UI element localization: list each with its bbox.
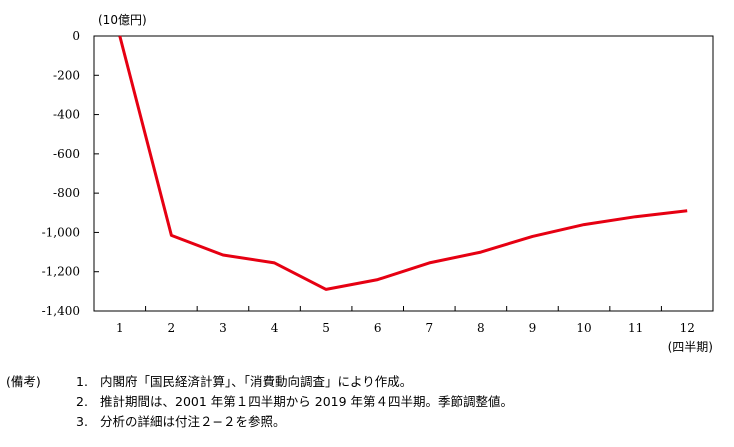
x-tick-label: 1 bbox=[116, 321, 124, 335]
notes-heading: (備考) bbox=[6, 374, 41, 389]
x-axis: 1 2 3 4 5 6 7 8 9 10 11 12 bbox=[116, 306, 695, 335]
x-tick-label: 10 bbox=[576, 321, 591, 335]
note-row: 3. 分析の詳細は付注２−２を参照。 bbox=[6, 412, 513, 432]
x-tick-label: 9 bbox=[529, 321, 537, 335]
note-text: 分析の詳細は付注２−２を参照。 bbox=[100, 414, 286, 429]
x-axis-unit-label: (四半期) bbox=[668, 340, 713, 354]
x-tick-label: 3 bbox=[219, 321, 227, 335]
note-text: 内閣府「国民経済計算」、「消費動向調査」により作成。 bbox=[100, 374, 413, 389]
y-tick-label: -400 bbox=[53, 108, 80, 122]
y-tick-label: -1,200 bbox=[42, 265, 80, 279]
y-axis-unit-label: (10億円) bbox=[98, 13, 147, 27]
x-tick-label: 12 bbox=[680, 321, 695, 335]
y-tick-label: 0 bbox=[72, 29, 80, 43]
y-tick-label: -1,000 bbox=[42, 225, 80, 239]
notes: (備考) 1. 内閣府「国民経済計算」、「消費動向調査」により作成。 2. 推計… bbox=[6, 372, 513, 432]
y-tick-label: -1,400 bbox=[42, 304, 80, 318]
note-row: (備考) 1. 内閣府「国民経済計算」、「消費動向調査」により作成。 bbox=[6, 372, 513, 392]
y-tick-label: -200 bbox=[53, 68, 80, 82]
y-tick-label: -600 bbox=[53, 147, 80, 161]
note-number: 1. bbox=[76, 374, 88, 389]
x-tick-label: 11 bbox=[628, 321, 643, 335]
note-text: 推計期間は、2001 年第１四半期から 2019 年第４四半期。季節調整値。 bbox=[100, 394, 514, 409]
x-tick-label: 5 bbox=[322, 321, 330, 335]
series-layer bbox=[118, 35, 688, 291]
note-number: 2. bbox=[76, 394, 88, 409]
y-axis: 0 -200 -400 -600 -800 -1,000 -1,200 -1,400 bbox=[42, 29, 99, 318]
x-tick-label: 7 bbox=[425, 321, 433, 335]
x-tick-label: 6 bbox=[374, 321, 382, 335]
note-row: 2. 推計期間は、2001 年第１四半期から 2019 年第４四半期。季節調整値… bbox=[6, 392, 513, 412]
x-tick-label: 8 bbox=[477, 321, 485, 335]
y-tick-label: -800 bbox=[53, 186, 80, 200]
note-number: 3. bbox=[76, 414, 88, 429]
x-tick-label: 2 bbox=[168, 321, 176, 335]
x-tick-label: 4 bbox=[271, 321, 279, 335]
series-line bbox=[118, 35, 688, 291]
